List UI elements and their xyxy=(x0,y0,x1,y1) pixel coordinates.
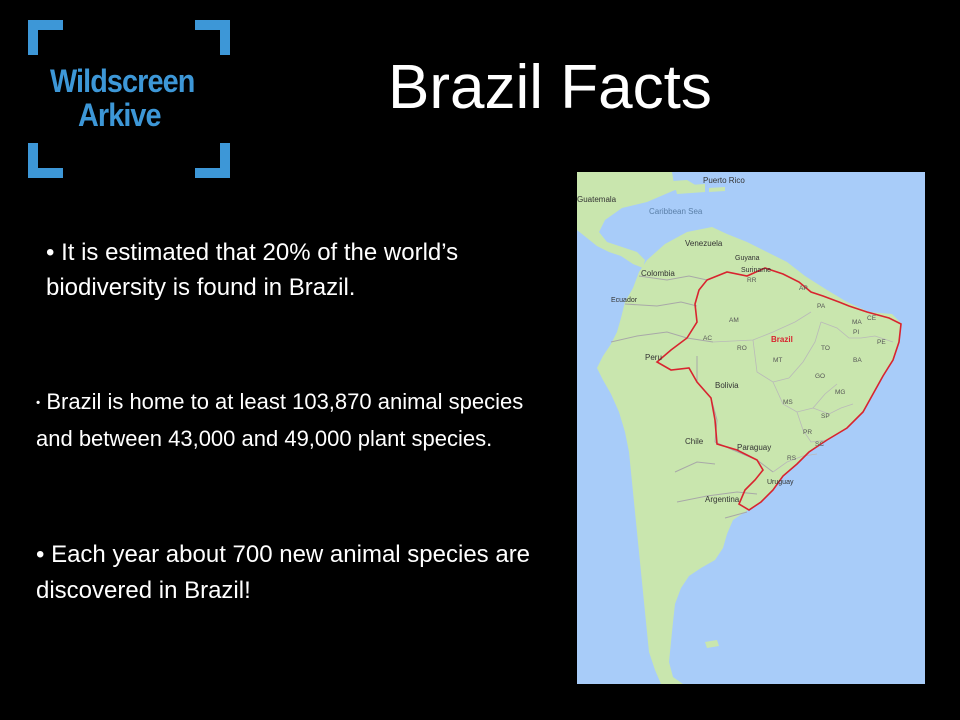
label-puerto-rico: Puerto Rico xyxy=(703,176,745,185)
bullet-species-count: • Brazil is home to at least 103,870 ani… xyxy=(36,384,556,456)
label-ba: BA xyxy=(853,357,862,364)
label-mg: MG xyxy=(835,389,845,396)
label-suriname: Suriname xyxy=(741,267,771,274)
label-bolivia: Bolivia xyxy=(715,381,739,390)
label-mt: MT xyxy=(773,357,782,364)
puerto-rico-land xyxy=(709,187,725,192)
label-ma: MA xyxy=(852,319,862,326)
wildscreen-arkive-logo: Wildscreen Arkive xyxy=(28,20,230,178)
label-to: TO xyxy=(821,345,830,352)
label-ms: MS xyxy=(783,399,793,406)
central-america-land xyxy=(577,172,675,268)
label-colombia: Colombia xyxy=(641,269,675,278)
label-chile: Chile xyxy=(685,437,704,446)
bullet-biodiversity: • It is estimated that 20% of the world’… xyxy=(46,239,459,301)
label-pr: PR xyxy=(803,429,812,436)
logo-text-line1: Wildscreen xyxy=(50,63,195,99)
label-pa: PA xyxy=(817,303,826,310)
label-ce: CE xyxy=(867,315,877,322)
slide-title: Brazil Facts xyxy=(388,53,712,122)
label-go: GO xyxy=(815,373,825,380)
label-ecuador: Ecuador xyxy=(611,297,638,304)
label-ap: AP xyxy=(799,285,808,292)
label-sc: SC xyxy=(815,441,824,448)
label-peru: Peru xyxy=(645,353,662,362)
label-guatemala: Guatemala xyxy=(577,195,617,204)
label-ac: AC xyxy=(703,335,712,342)
label-paraguay: Paraguay xyxy=(737,443,771,452)
label-rr: RR xyxy=(747,277,757,284)
falklands-land xyxy=(705,640,719,648)
label-caribbean-sea: Caribbean Sea xyxy=(649,207,703,216)
logo-text-line2: Arkive xyxy=(78,97,162,133)
label-guyana: Guyana xyxy=(735,255,760,262)
label-ro: RO xyxy=(737,345,747,352)
label-argentina: Argentina xyxy=(705,495,740,504)
bullet-marker: • xyxy=(36,395,41,410)
label-venezuela: Venezuela xyxy=(685,239,723,248)
hispaniola-land xyxy=(675,184,705,194)
label-pe: PE xyxy=(877,339,886,346)
label-pi: PI xyxy=(853,329,859,336)
label-rs: RS xyxy=(787,455,797,462)
logo-frame-icon xyxy=(28,20,230,178)
label-am: AM xyxy=(729,317,739,324)
brazil-border xyxy=(655,267,902,511)
label-uruguay: Uruguay xyxy=(767,479,794,486)
bullet-new-species: • Each year about 700 new animal species… xyxy=(36,541,531,604)
bullet-species-count-text: Brazil is home to at least 103,870 anima… xyxy=(36,389,524,451)
south-america-map: Puerto Rico Guatemala Caribbean Sea Vene… xyxy=(577,172,925,684)
label-sp: SP xyxy=(821,413,830,420)
label-brazil: Brazil xyxy=(771,335,793,344)
